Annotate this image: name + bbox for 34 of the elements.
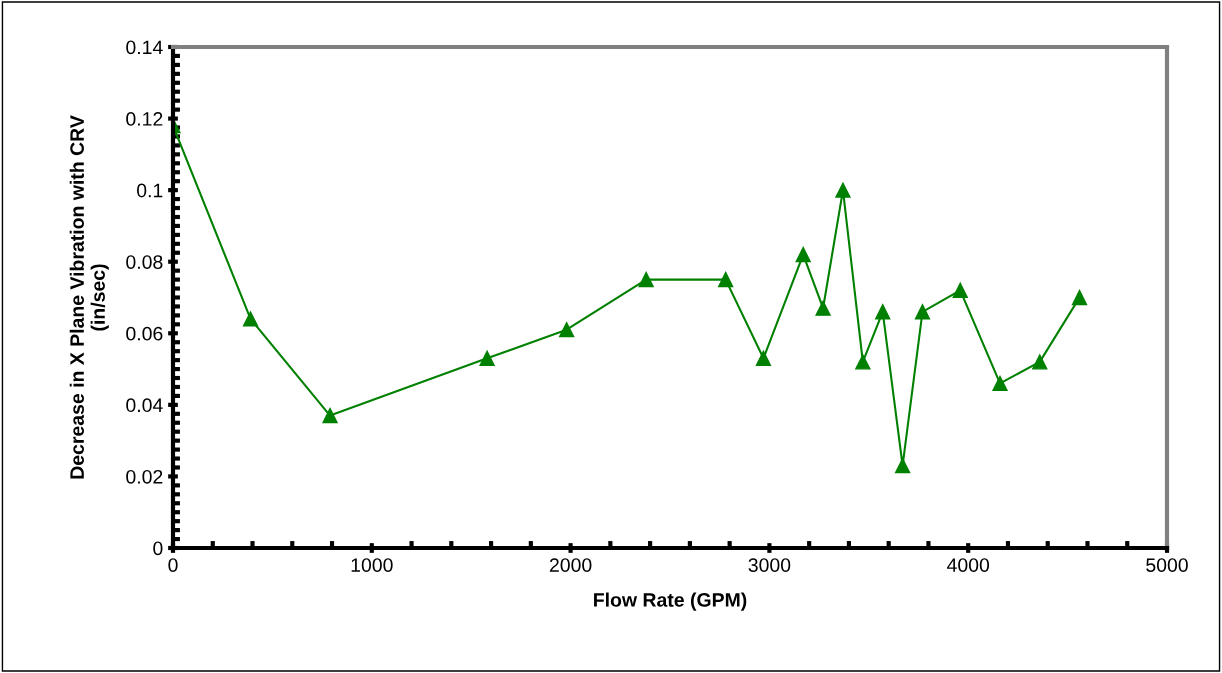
y-tick-label: 0.12 <box>126 112 163 126</box>
point <box>855 354 871 370</box>
y-tick-label: 0.14 <box>126 40 163 55</box>
point <box>558 322 575 338</box>
point <box>242 311 259 327</box>
x-tick-label: 2000 <box>549 558 592 572</box>
y-tick-label: 0 <box>153 541 163 556</box>
x-tick-label: 5000 <box>1146 558 1188 572</box>
x-tick-label: 1000 <box>351 558 393 572</box>
y-tick-label: 0.04 <box>126 398 163 413</box>
y-tick-label: 0.02 <box>126 469 163 484</box>
point <box>718 271 734 288</box>
point <box>638 271 654 288</box>
y-tick-label: 0.06 <box>126 326 163 341</box>
y-axis-title: Decrease in X Plane Vibration with CRV (in/sec) <box>69 115 109 479</box>
point <box>795 246 811 263</box>
point <box>322 407 338 424</box>
y-tick-label: 0.1 <box>137 183 163 198</box>
x-tick-label: 4000 <box>947 558 990 572</box>
point <box>914 304 931 320</box>
point <box>755 350 772 366</box>
point <box>479 350 495 366</box>
x-axis-title: Flow Rate (GPM) <box>594 592 747 611</box>
point <box>1071 289 1088 306</box>
point <box>815 300 831 316</box>
point <box>835 182 851 198</box>
y-tick-label: 0.08 <box>126 255 163 269</box>
point <box>1032 354 1048 370</box>
point <box>952 282 968 298</box>
x-tick-label: 0 <box>168 558 178 572</box>
point <box>894 458 911 474</box>
x-tick-label: 3000 <box>748 558 791 572</box>
point <box>992 375 1008 392</box>
point <box>875 304 891 320</box>
